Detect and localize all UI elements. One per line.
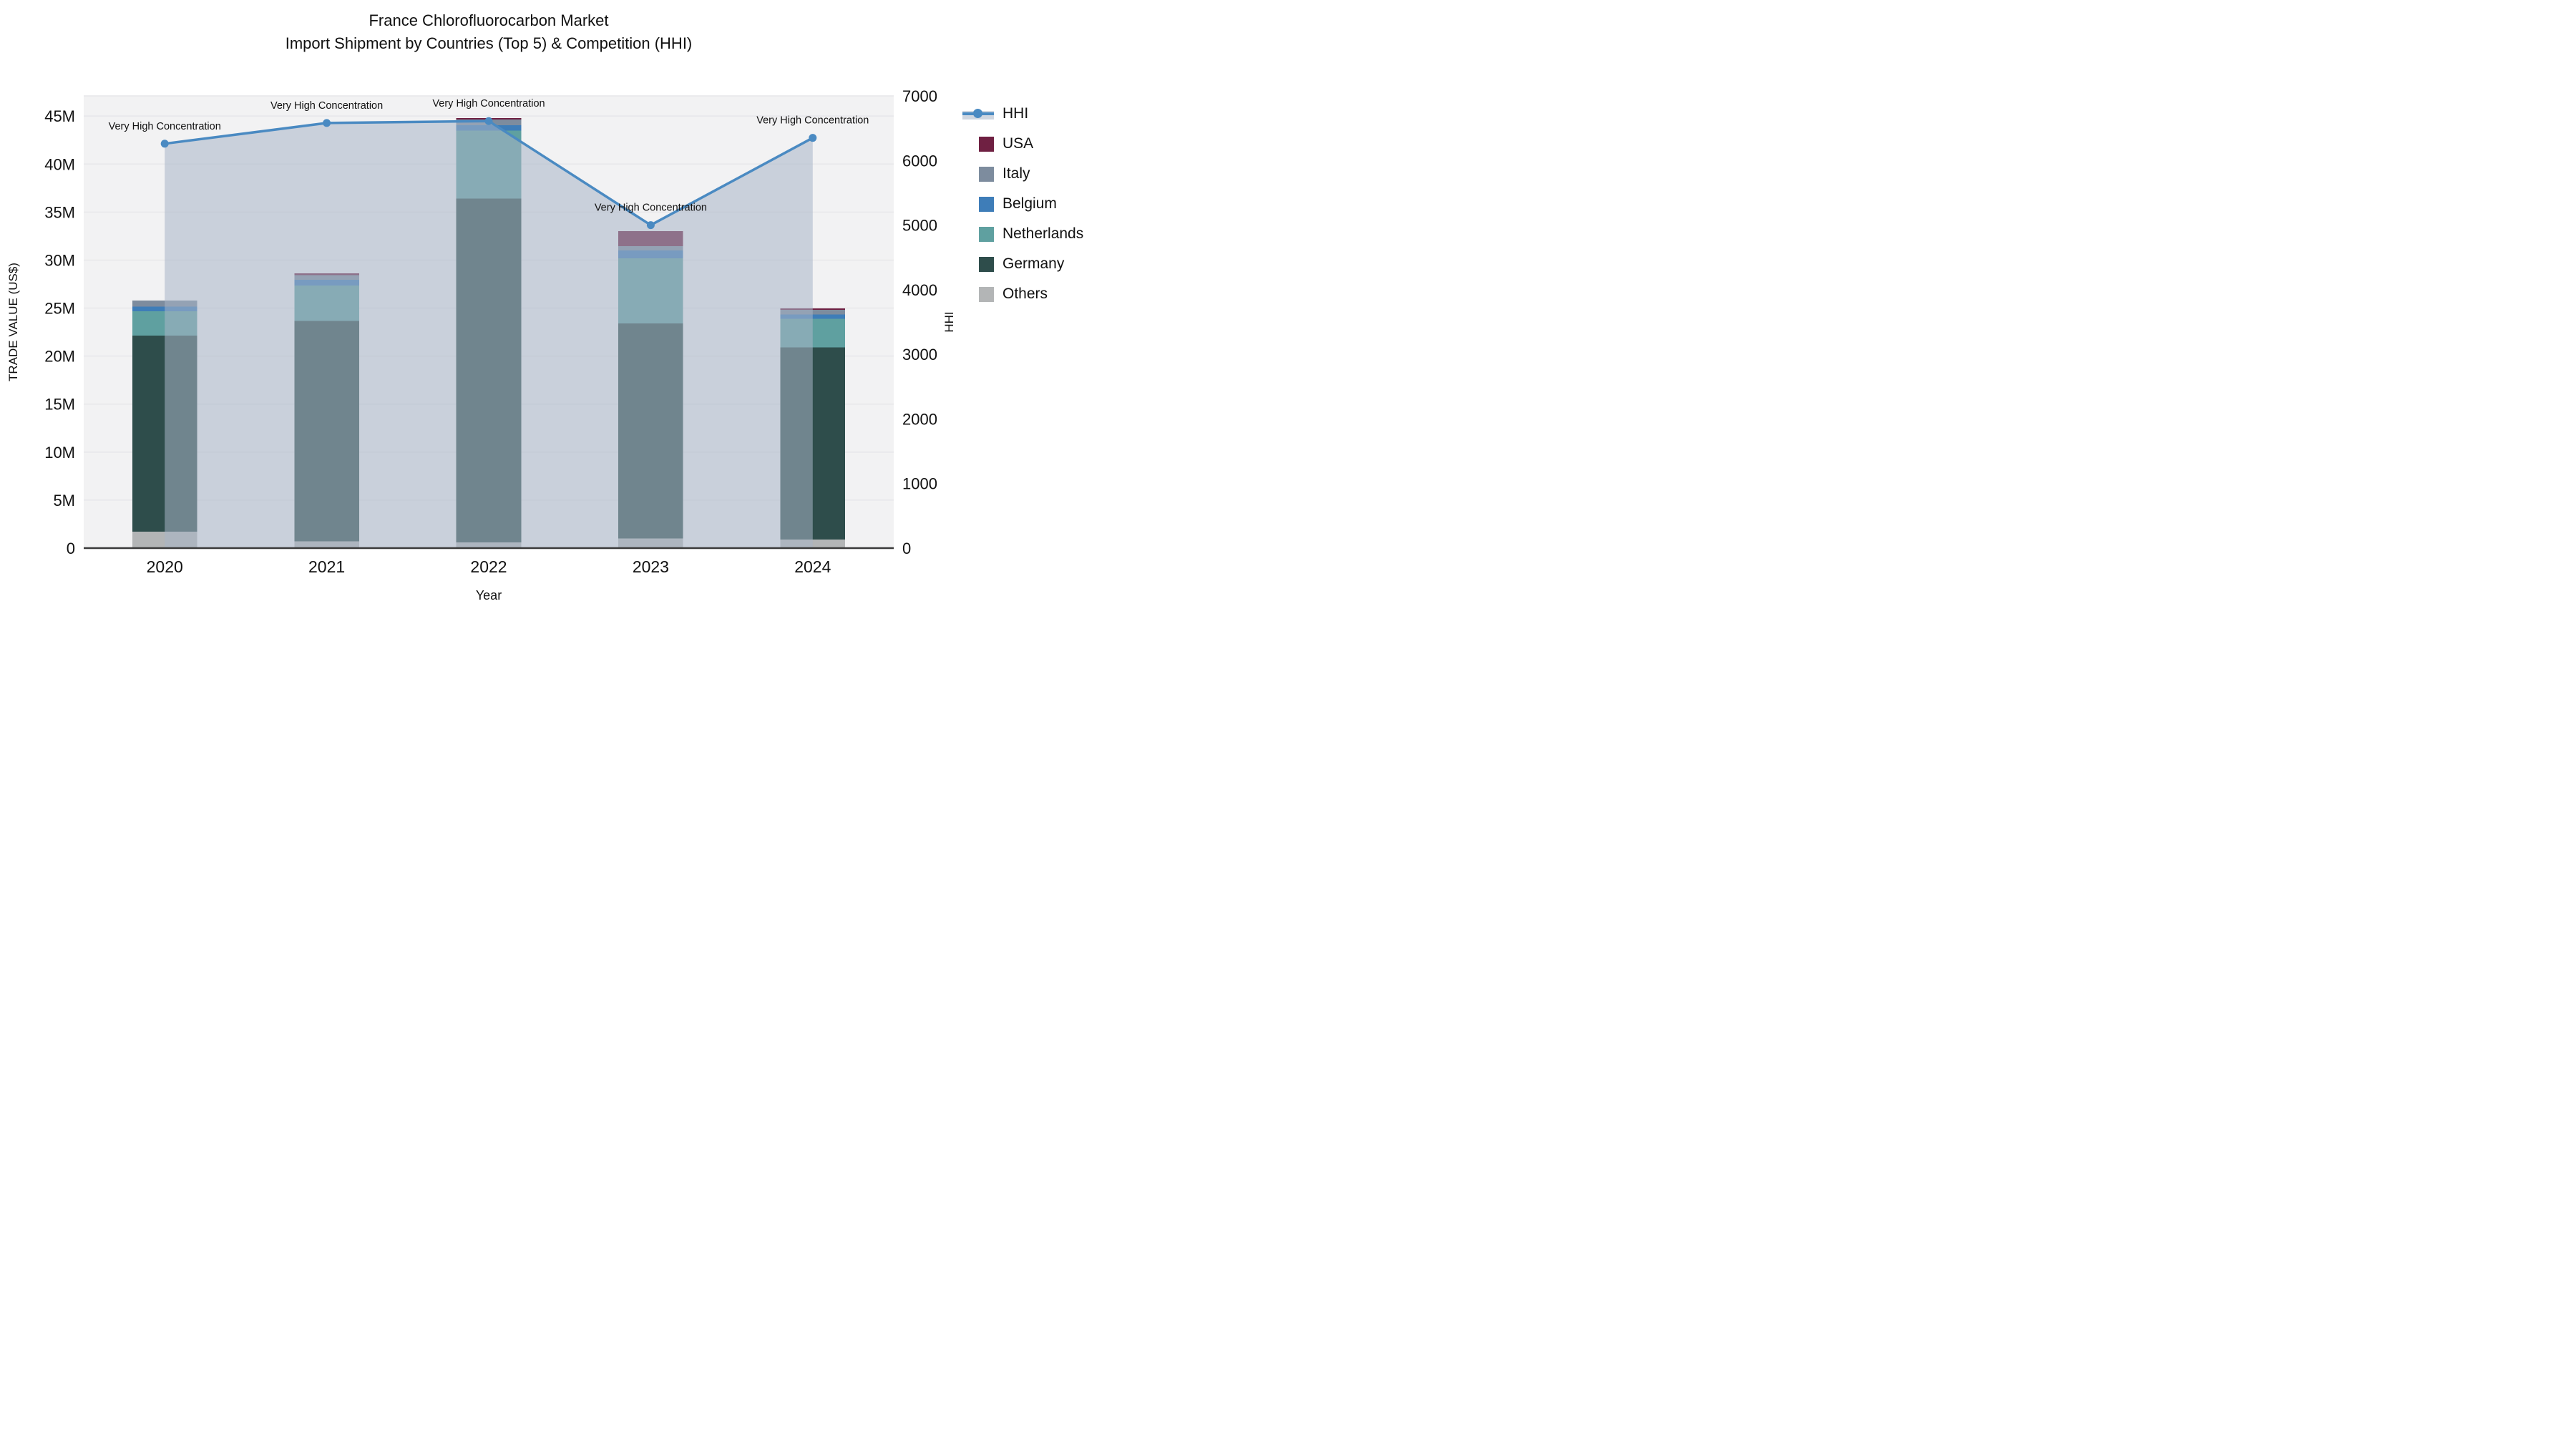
legend-item-italy[interactable]: Italy — [979, 159, 1083, 189]
x-tick-label-2020: 2020 — [147, 557, 183, 576]
chart-title-line2: Import Shipment by Countries (Top 5) & C… — [285, 34, 693, 52]
italy-color-swatch — [979, 166, 994, 182]
y-left-axis-title: TRADE VALUE (US$) — [6, 263, 20, 381]
plot-area: Very High Concentration Very High Concent… — [6, 87, 956, 602]
x-axis-title: Year — [476, 588, 502, 602]
annotation-2024: Very High Concentration — [756, 115, 869, 127]
chart-title: France Chlorofluorocarbon Market Import … — [84, 10, 894, 56]
legend-item-germany[interactable]: Germany — [979, 249, 1083, 279]
annotation-2022: Very High Concentration — [432, 98, 545, 109]
x-tick-label-2024: 2024 — [794, 557, 831, 576]
hhi-marker-icon — [973, 109, 982, 118]
usa-color-swatch — [979, 136, 994, 152]
hhi-line-icon — [962, 106, 994, 122]
hhi-marker-2023[interactable] — [646, 221, 655, 230]
y-left-tick-label: 45M — [44, 107, 75, 125]
chart-title-line1: France Chlorofluorocarbon Market — [369, 11, 609, 29]
y-left-tick-label: 35M — [44, 203, 75, 221]
legend-label: HHI — [1002, 105, 1029, 122]
y-left-tick-label: 25M — [44, 300, 75, 318]
netherlands-color-swatch — [979, 226, 994, 242]
y-left-tick-label: 5M — [53, 492, 75, 509]
x-tick-label-2023: 2023 — [633, 557, 669, 576]
y-left-tick-label: 15M — [44, 396, 75, 414]
hhi-marker-2021[interactable] — [323, 119, 331, 127]
y-right-tick-label: 4000 — [902, 281, 937, 299]
legend-item-belgium[interactable]: Belgium — [979, 189, 1083, 219]
annotation-2021: Very High Concentration — [270, 100, 383, 112]
hhi-marker-2020[interactable] — [160, 140, 169, 148]
belgium-color-swatch — [979, 196, 994, 212]
y-right-axis-title: HHI — [942, 311, 956, 332]
y-left-tick-label: 0 — [67, 540, 75, 557]
y-right-tick-label: 1000 — [902, 475, 937, 493]
others-color-swatch — [979, 286, 994, 302]
y-left-tick-label: 40M — [44, 155, 75, 173]
y-right-tick-label: 3000 — [902, 346, 937, 364]
y-right-tick-label: 6000 — [902, 152, 937, 170]
legend: HHI USA Italy Belgium Netherlands German… — [962, 99, 1083, 309]
legend-item-hhi[interactable]: HHI — [962, 99, 1083, 129]
y-left-tick-label: 30M — [44, 251, 75, 269]
bar-segment-belgium-2020[interactable] — [132, 306, 197, 312]
x-tick-label-2021: 2021 — [308, 557, 345, 576]
y-right-tick-label: 7000 — [902, 87, 937, 105]
legend-label: Germany — [1002, 255, 1065, 272]
hhi-marker-2022[interactable] — [484, 117, 493, 125]
legend-label: Belgium — [1002, 195, 1057, 212]
legend-label: Italy — [1002, 165, 1030, 182]
legend-item-usa[interactable]: USA — [979, 129, 1083, 159]
legend-label: USA — [1002, 135, 1034, 152]
y-right-tick-label: 0 — [902, 540, 911, 557]
legend-label: Others — [1002, 286, 1048, 302]
x-tick-label-2022: 2022 — [470, 557, 507, 576]
annotation-2020: Very High Concentration — [109, 121, 221, 132]
y-right-tick-label: 5000 — [902, 217, 937, 235]
hhi-marker-2024[interactable] — [809, 134, 817, 142]
chart-figure: France Chlorofluorocarbon Market Import … — [0, 0, 1145, 644]
y-left-tick-label: 10M — [44, 444, 75, 462]
legend-label: Netherlands — [1002, 225, 1084, 242]
y-right-tick-label: 2000 — [902, 410, 937, 428]
y-left-tick-label: 20M — [44, 348, 75, 366]
legend-item-netherlands[interactable]: Netherlands — [979, 219, 1083, 249]
germany-color-swatch — [979, 256, 994, 272]
annotation-2023: Very High Concentration — [595, 203, 707, 214]
bar-segment-italy-2020[interactable] — [132, 300, 197, 307]
legend-item-others[interactable]: Others — [979, 279, 1083, 309]
